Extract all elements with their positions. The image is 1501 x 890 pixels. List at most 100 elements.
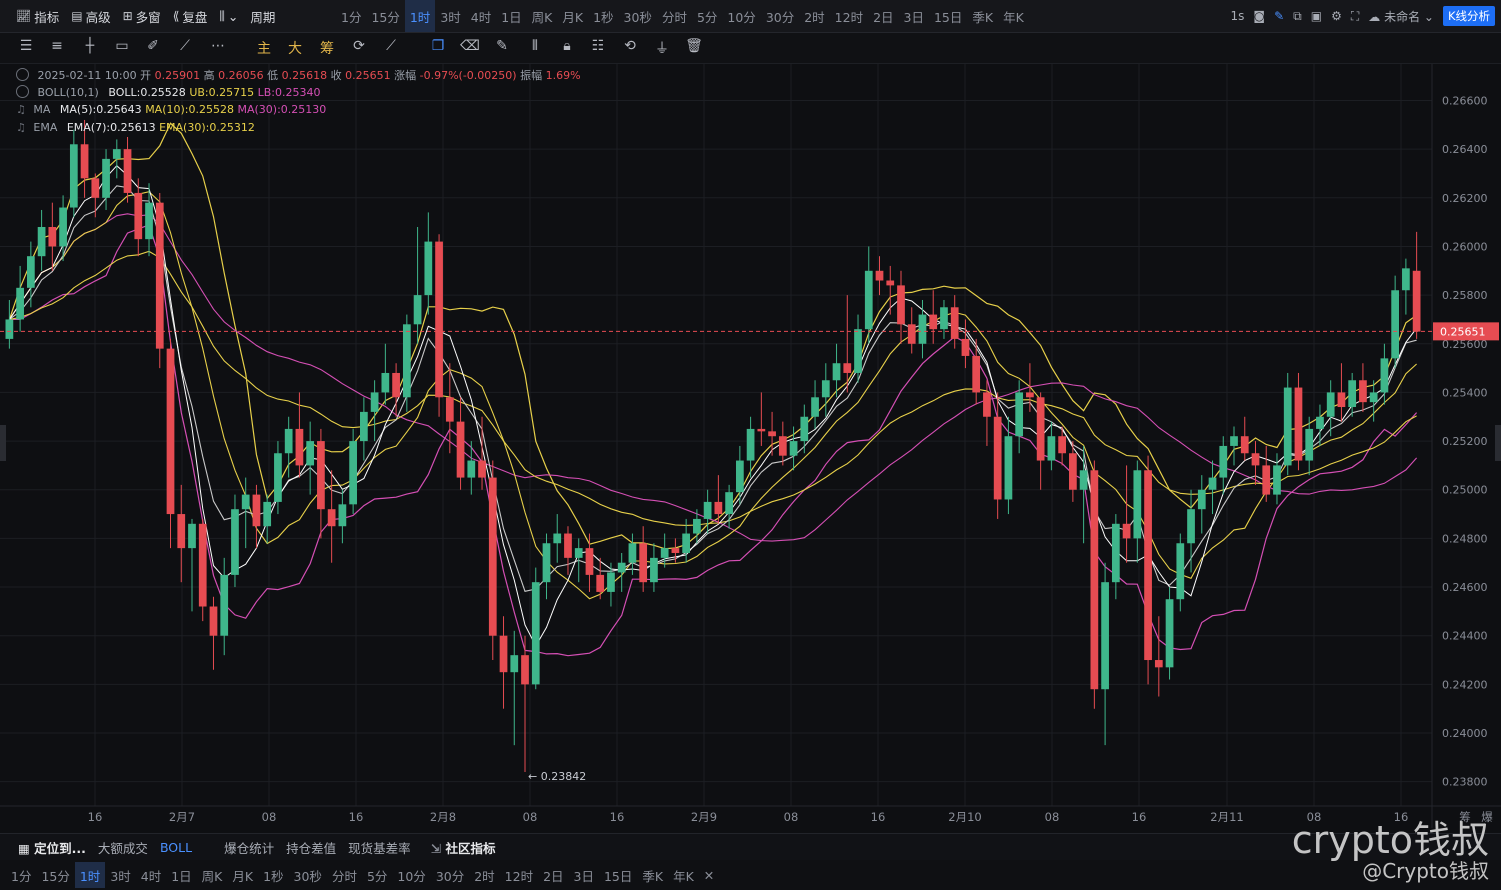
right-panel-handle[interactable] — [1495, 425, 1501, 461]
timeframe-tab[interactable]: 30分 — [765, 9, 795, 25]
timeframe-tab[interactable]: 周K — [531, 9, 553, 25]
boll-tab[interactable]: BOLL — [159, 839, 193, 855]
trash-icon[interactable]: 🗑︎ — [685, 38, 703, 54]
trend-line-icon[interactable]: ⟋ — [180, 38, 190, 54]
candle-type-button[interactable]: ⫼ ⌄ — [213, 0, 244, 32]
settings-icon[interactable]: ⚙ — [1331, 9, 1342, 23]
bottom-timeframe-tab[interactable]: 2日 — [543, 868, 564, 884]
fullscreen-icon[interactable]: ⛶ — [1350, 8, 1360, 23]
left-panel-handle[interactable] — [0, 425, 6, 461]
filter-icon[interactable]: ⏚ — [655, 41, 669, 57]
timeframe-tab[interactable]: 2日 — [873, 9, 894, 25]
horizontal-lines-icon[interactable]: ☰ — [19, 38, 33, 54]
bottom-timeframe-tab[interactable]: 10分 — [397, 868, 426, 884]
timeframe-tab[interactable]: 3日 — [903, 9, 924, 25]
bottom-timeframe-tab[interactable]: 30秒 — [293, 868, 322, 884]
bottom-timeframe-tab[interactable]: 1日 — [171, 868, 192, 884]
timeframe-tab[interactable]: 分时 — [661, 9, 687, 25]
bottom-timeframe-tab[interactable]: 15日 — [603, 868, 633, 884]
timeframe-tab[interactable]: 1时 — [404, 0, 436, 32]
indicator-button[interactable]: 📈︎ 指标 — [10, 0, 65, 32]
interval-selector[interactable]: 1s — [1230, 9, 1245, 23]
bell-icon[interactable]: ♫ — [16, 121, 26, 134]
bottom-timeframe-tab[interactable]: 1秒 — [263, 868, 284, 884]
measure-icon[interactable]: ⟋ — [386, 38, 396, 54]
timeframe-tab[interactable]: 季K — [972, 9, 994, 25]
magnet-icon[interactable]: ⟲ — [624, 38, 636, 54]
bars-icon[interactable]: ⦀ — [531, 38, 539, 54]
ma-name[interactable]: MA — [33, 103, 51, 116]
bottom-timeframe-tab[interactable]: 15分 — [41, 868, 70, 884]
sync-icon[interactable]: ⟳ — [353, 38, 365, 54]
candlestick-chart[interactable]: 0.26600 0.26400 0.26200 0.26000 0.25800 0.256… — [0, 64, 1501, 830]
note-icon[interactable]: ☷ — [591, 38, 605, 54]
rectangle-icon[interactable]: ▭ — [115, 38, 129, 54]
replay-button[interactable]: ⟪ 复盘 — [167, 0, 214, 32]
large-trades-tab[interactable]: 大额成交 — [97, 840, 148, 856]
bottom-timeframe-tab[interactable]: 3时 — [110, 868, 131, 884]
bottom-timeframe-tab[interactable]: 3日 — [573, 868, 594, 884]
bottom-timeframe-tab[interactable]: 5分 — [366, 868, 388, 884]
kline-analysis-button[interactable]: K线分析 — [1442, 6, 1495, 26]
collapse-icon[interactable] — [16, 85, 29, 98]
period-button[interactable]: 周期 — [244, 0, 281, 32]
bottom-timeframe-tab[interactable]: 30分 — [435, 868, 465, 884]
big-order-button[interactable]: 大 — [288, 41, 302, 57]
image-icon[interactable]: ▣ — [1310, 9, 1323, 23]
timeframe-tab[interactable]: 15分 — [371, 9, 400, 25]
bell-icon[interactable]: ♫ — [16, 103, 26, 116]
bottom-timeframe-tab[interactable]: 1时 — [74, 862, 106, 888]
timeframe-tab[interactable]: 1秒 — [593, 9, 614, 25]
bottom-timeframe-tab[interactable]: 周K — [201, 868, 223, 884]
bottom-timeframe-tab[interactable]: 季K — [642, 868, 664, 884]
popout-icon[interactable]: ⧉ — [1293, 8, 1302, 23]
camera-icon[interactable]: ◙ — [1253, 9, 1266, 23]
bottom-timeframe-tab[interactable]: 年K — [673, 868, 694, 884]
bottom-timeframe-tab[interactable]: 2时 — [474, 868, 495, 884]
candle-body — [69, 144, 78, 208]
chart-area[interactable]: 0.26600 0.26400 0.26200 0.26000 0.25800 0.256… — [0, 64, 1501, 830]
open-interest-tab[interactable]: 持仓差值 — [286, 840, 337, 856]
timeframe-tab[interactable]: 15日 — [933, 9, 963, 25]
liquidation-tab[interactable]: 爆仓统计 — [224, 840, 275, 856]
main-indicator-button[interactable]: 主 — [257, 41, 271, 57]
edit-icon[interactable]: ✎ — [1274, 9, 1285, 23]
community-indicators-button[interactable]: ⇲ 社区指标 — [425, 838, 502, 857]
timeframe-tab[interactable]: 4时 — [470, 9, 492, 25]
list-icon[interactable]: ≡ — [51, 38, 63, 54]
locate-button[interactable]: ▦ 定位到... — [0, 838, 92, 857]
more-icon[interactable]: ⋯ — [211, 38, 225, 54]
layout-name[interactable]: ☁ 未命名 ⌄ — [1368, 9, 1434, 24]
timeframe-tab[interactable]: 12时 — [834, 9, 864, 25]
timeframe-tab[interactable]: 2时 — [804, 9, 825, 25]
bottom-timeframe-tab[interactable]: 分时 — [331, 868, 357, 884]
ruler-icon[interactable]: ✐ — [147, 38, 159, 54]
timeframe-tab[interactable]: 1分 — [341, 9, 362, 25]
bottom-timeframe-tab[interactable]: 1分 — [11, 868, 32, 884]
copy-icon[interactable]: ❐ — [431, 38, 445, 54]
timeframe-tab[interactable]: 年K — [1003, 9, 1024, 25]
timeframe-tab[interactable]: 1日 — [501, 9, 522, 25]
timeframe-tab[interactable]: 10分 — [727, 9, 756, 25]
crosshair-line-icon[interactable]: ┼ — [85, 38, 95, 54]
timeframe-tab[interactable]: 3时 — [440, 9, 461, 25]
advanced-button[interactable]: ▤ 高级 — [65, 0, 116, 32]
multi-window-button[interactable]: ⊞ 多窗 — [117, 0, 167, 32]
lock-icon[interactable]: 🔒︎ — [563, 38, 571, 54]
close-icon[interactable]: ✕ — [703, 867, 715, 883]
bottom-timeframe-tab[interactable]: 4时 — [140, 868, 162, 884]
eraser-icon[interactable]: ⌫ — [460, 38, 480, 54]
pen-icon[interactable]: ✎ — [496, 38, 508, 54]
basis-rate-tab[interactable]: 现货基差率 — [348, 840, 411, 856]
bottom-timeframe-tab[interactable]: 12时 — [504, 868, 534, 884]
bottom-timeframe-tab[interactable]: 月K — [232, 868, 254, 884]
x-tick-label: 筹 — [1459, 810, 1471, 824]
timeframe-tab[interactable]: 5分 — [696, 9, 718, 25]
y-tick-label: 0.24800 — [1442, 532, 1488, 545]
ema-name[interactable]: EMA — [33, 121, 58, 134]
chip-button[interactable]: 筹 — [320, 41, 334, 57]
collapse-icon[interactable] — [16, 68, 29, 81]
timeframe-tab[interactable]: 30秒 — [623, 9, 652, 25]
boll-name[interactable]: BOLL(10,1) — [37, 86, 99, 99]
timeframe-tab[interactable]: 月K — [562, 9, 584, 25]
